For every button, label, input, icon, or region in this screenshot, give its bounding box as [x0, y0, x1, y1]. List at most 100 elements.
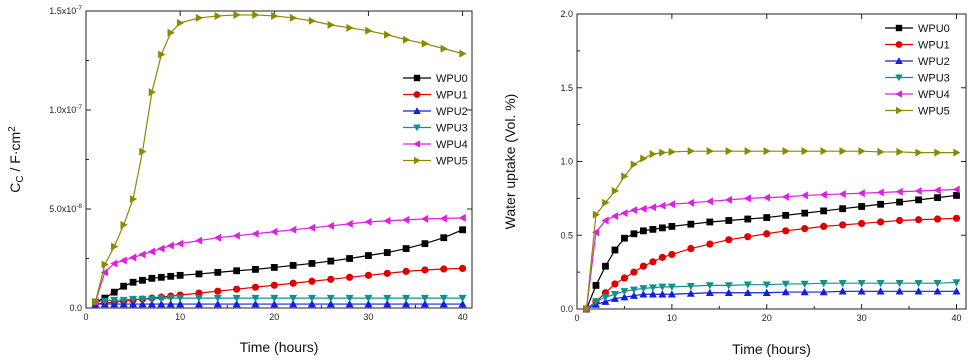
legend-label: WPU0 [918, 23, 950, 35]
data-point [420, 300, 429, 308]
data-point [743, 288, 752, 296]
data-point [611, 280, 619, 288]
data-point [439, 294, 448, 303]
data-point [686, 282, 695, 291]
data-point [782, 211, 790, 219]
data-point [327, 20, 335, 29]
data-point [705, 282, 714, 290]
data-point [706, 240, 714, 248]
data-point [308, 260, 316, 267]
data-point [668, 147, 676, 156]
y-tick-label: 1.0 [560, 157, 573, 167]
data-point [439, 214, 447, 223]
data-point [101, 260, 109, 269]
data-point [166, 294, 175, 303]
data-point [346, 255, 354, 262]
data-point [640, 227, 647, 235]
data-point [119, 296, 128, 305]
data-point [213, 300, 222, 308]
data-point [630, 268, 638, 276]
data-point [364, 217, 372, 226]
data-point [307, 294, 316, 303]
legend-marker [895, 57, 903, 65]
legend-marker [413, 140, 421, 148]
x-tick-label: 40 [952, 313, 962, 323]
data-point [629, 286, 638, 294]
series-wpu5 [583, 147, 961, 313]
series-wpu4 [582, 185, 960, 313]
data-point [724, 195, 733, 204]
data-point [129, 300, 138, 308]
data-point [781, 288, 790, 296]
data-point [214, 287, 222, 295]
series-wpu5 [92, 10, 467, 307]
data-point [648, 290, 657, 298]
data-point [176, 300, 185, 308]
data-point [440, 265, 448, 273]
data-point [857, 279, 866, 288]
series-line [94, 14, 463, 303]
data-point [762, 288, 771, 296]
data-point [896, 198, 903, 206]
legend-item: WPU5 [403, 156, 468, 168]
data-point [92, 298, 100, 307]
data-point [686, 198, 695, 207]
data-point [895, 187, 903, 196]
x-axis: 0 10 20 30 40 [83, 11, 468, 322]
data-point [167, 272, 175, 280]
legend-marker [895, 74, 903, 82]
legend-label: WPU3 [918, 73, 950, 85]
data-point [601, 294, 610, 302]
data-point [213, 233, 222, 242]
legend-label: WPU5 [918, 106, 950, 118]
data-point [327, 275, 335, 283]
x-tick-label: 10 [667, 313, 677, 323]
data-point [620, 209, 628, 218]
data-point [819, 279, 828, 288]
data-point [129, 278, 137, 286]
data-point [251, 294, 260, 303]
data-point [658, 290, 667, 298]
data-point [782, 147, 790, 156]
data-point [365, 26, 373, 35]
data-point [820, 207, 828, 215]
data-point [724, 282, 733, 290]
data-point [232, 294, 241, 303]
data-point [706, 147, 714, 156]
data-point [421, 240, 429, 248]
legend-label: WPU2 [918, 56, 950, 68]
legend-item: WPU3 [885, 73, 950, 85]
data-point [800, 288, 809, 296]
data-point [630, 230, 638, 238]
data-point [857, 189, 865, 198]
data-point [592, 210, 600, 219]
data-point [800, 191, 808, 200]
data-point [601, 297, 610, 305]
data-point [129, 195, 138, 204]
legend-item: WPU1 [403, 90, 468, 102]
data-point [763, 147, 771, 156]
data-point [110, 296, 119, 305]
data-point [743, 194, 751, 203]
data-point [639, 204, 647, 213]
y-tick-label: 1.5 [560, 83, 573, 93]
data-point [725, 147, 733, 156]
data-point [402, 300, 411, 308]
data-point [166, 241, 174, 250]
data-point [232, 300, 241, 308]
data-point [858, 147, 866, 156]
legend-item: WPU5 [885, 106, 950, 118]
data-point [933, 279, 942, 288]
y-tick-label: 1.5x10-7 [49, 5, 82, 16]
plot-frame [576, 13, 967, 310]
data-point [251, 300, 260, 308]
data-point [139, 276, 146, 284]
legend-item: WPU0 [885, 23, 950, 35]
data-point [129, 295, 138, 304]
data-point [858, 219, 866, 228]
data-point [934, 194, 941, 202]
data-point [194, 294, 203, 303]
data-point [914, 287, 923, 295]
legend-marker [895, 41, 903, 48]
